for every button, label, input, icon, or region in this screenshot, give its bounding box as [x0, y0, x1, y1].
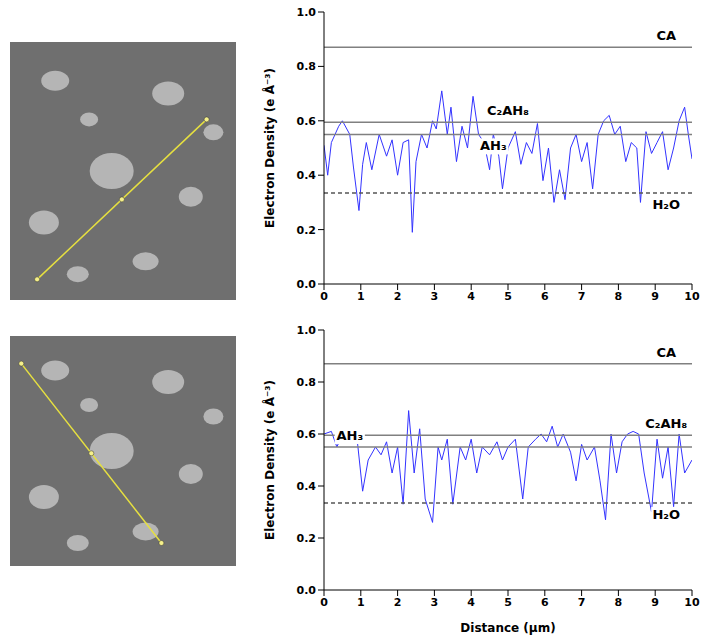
- svg-text:4: 4: [467, 290, 475, 303]
- svg-text:C₂AH₈: C₂AH₈: [645, 416, 687, 431]
- svg-text:9: 9: [651, 290, 659, 303]
- svg-text:7: 7: [578, 290, 586, 303]
- svg-text:9: 9: [651, 596, 659, 609]
- svg-text:5: 5: [504, 290, 512, 303]
- svg-text:4: 4: [467, 596, 475, 609]
- svg-text:7: 7: [578, 596, 586, 609]
- svg-text:0.6: 0.6: [297, 115, 317, 128]
- svg-text:1.0: 1.0: [297, 6, 317, 19]
- svg-text:0.4: 0.4: [297, 169, 317, 182]
- svg-text:0.4: 0.4: [297, 480, 317, 493]
- svg-text:CA: CA: [656, 28, 676, 43]
- svg-text:0.0: 0.0: [297, 584, 317, 597]
- svg-text:6: 6: [541, 596, 549, 609]
- svg-text:1.0: 1.0: [297, 324, 317, 337]
- svg-text:Electron Density (e Å⁻³): Electron Density (e Å⁻³): [262, 68, 277, 228]
- svg-text:0: 0: [320, 290, 328, 303]
- svg-text:1: 1: [357, 596, 365, 609]
- svg-text:3: 3: [431, 290, 439, 303]
- svg-text:0.2: 0.2: [297, 532, 317, 545]
- svg-text:2: 2: [394, 290, 402, 303]
- svg-text:5: 5: [504, 596, 512, 609]
- svg-text:3: 3: [431, 596, 439, 609]
- svg-text:Electron Density (e Å⁻³): Electron Density (e Å⁻³): [262, 380, 277, 540]
- svg-text:10: 10: [684, 290, 700, 303]
- svg-text:6: 6: [541, 290, 549, 303]
- svg-text:10: 10: [684, 596, 700, 609]
- svg-text:1: 1: [357, 290, 365, 303]
- svg-text:0.8: 0.8: [297, 376, 317, 389]
- svg-text:0.0: 0.0: [297, 278, 317, 291]
- svg-text:C₂AH₈: C₂AH₈: [487, 103, 529, 118]
- svg-text:H₂O: H₂O: [652, 507, 680, 522]
- svg-text:Distance (µm): Distance (µm): [460, 621, 555, 635]
- svg-text:2: 2: [394, 596, 402, 609]
- svg-text:AH₃: AH₃: [336, 428, 363, 443]
- svg-text:AH₃: AH₃: [480, 138, 507, 153]
- svg-text:0.2: 0.2: [297, 224, 317, 237]
- svg-text:H₂O: H₂O: [652, 197, 680, 212]
- svg-text:0.6: 0.6: [297, 428, 317, 441]
- svg-text:CA: CA: [656, 345, 676, 360]
- svg-text:0: 0: [320, 596, 328, 609]
- svg-text:8: 8: [615, 290, 623, 303]
- svg-text:8: 8: [615, 596, 623, 609]
- svg-text:0.8: 0.8: [297, 60, 317, 73]
